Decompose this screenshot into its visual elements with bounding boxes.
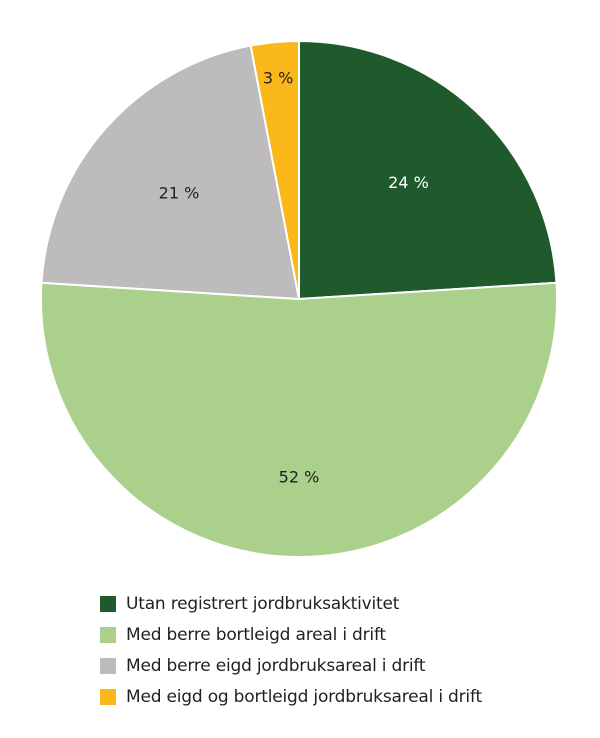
legend-swatch — [100, 657, 116, 674]
legend-item-berre-bortleigd: Med berre bortleigd areal i drift — [100, 619, 482, 650]
legend-item-eigd-og-bortleigd: Med eigd og bortleigd jordbruksareal i d… — [100, 681, 482, 712]
pie-slices — [40, 40, 558, 558]
pie-slice — [40, 44, 300, 300]
pie-slice — [40, 281, 558, 558]
legend-item-berre-eigd: Med berre eigd jordbruksareal i drift — [100, 650, 482, 681]
slice-label: 3 % — [263, 69, 293, 88]
legend-label: Med eigd og bortleigd jordbruksareal i d… — [126, 686, 482, 707]
slice-label: 21 % — [159, 184, 200, 203]
pie-slice-labels: 24 % 52 % 21 % 3 % — [159, 69, 429, 487]
legend-swatch — [100, 595, 116, 612]
legend-swatch — [100, 688, 116, 705]
pie-chart: 24 % 52 % 21 % 3 % — [40, 40, 558, 558]
legend-label: Med berre eigd jordbruksareal i drift — [126, 655, 426, 676]
legend-label: Med berre bortleigd areal i drift — [126, 624, 386, 645]
legend: Utan registrert jordbruksaktivitet Med b… — [100, 588, 482, 712]
slice-label: 52 % — [279, 468, 320, 487]
legend-swatch — [100, 626, 116, 643]
slice-label: 24 % — [388, 173, 429, 192]
legend-item-utan-registrert: Utan registrert jordbruksaktivitet — [100, 588, 482, 619]
pie-slice — [249, 40, 300, 300]
legend-label: Utan registrert jordbruksaktivitet — [126, 593, 400, 614]
pie-slice — [298, 40, 558, 300]
